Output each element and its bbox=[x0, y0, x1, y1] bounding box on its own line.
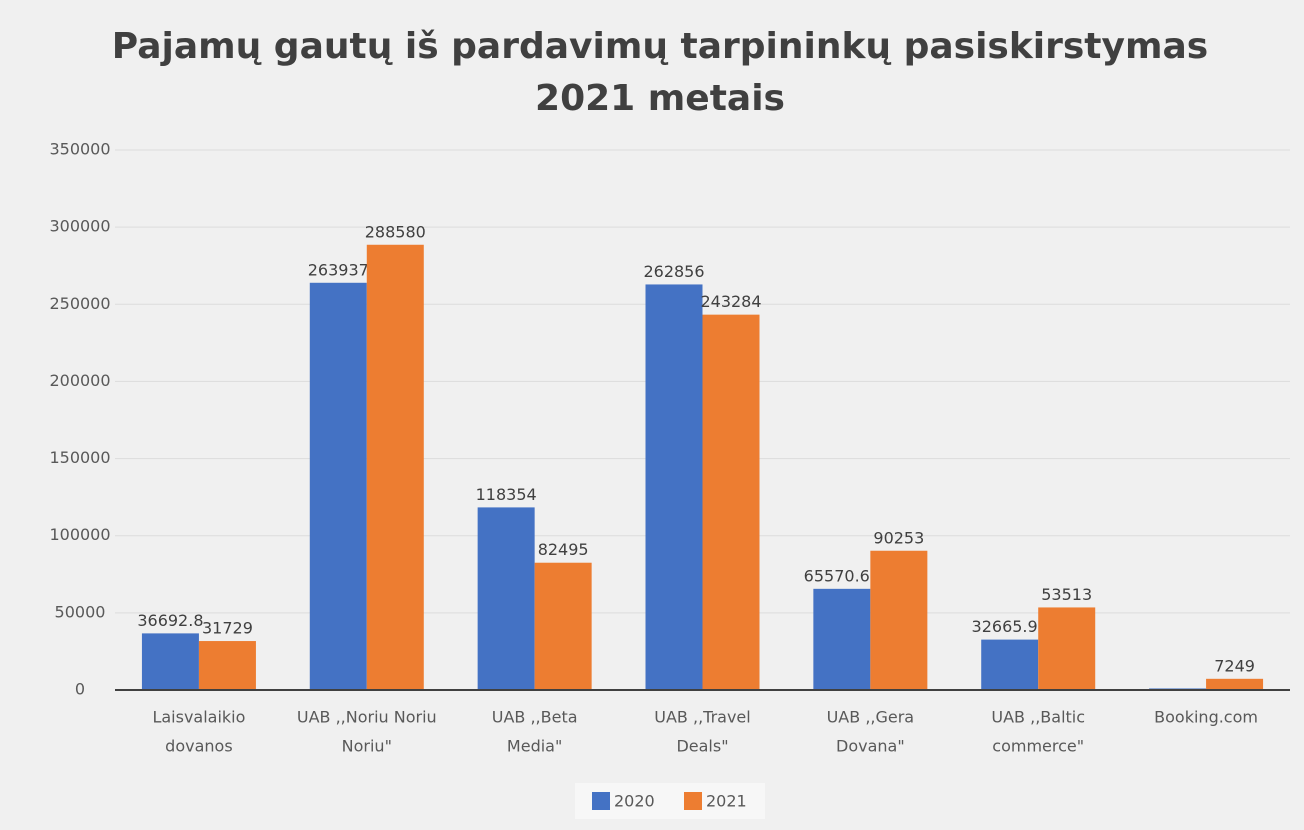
x-tick-label: Media" bbox=[507, 737, 562, 756]
x-tick-label: Dovana" bbox=[836, 737, 905, 756]
data-label: 263937 bbox=[308, 260, 369, 279]
data-label: 65570.65 bbox=[804, 566, 880, 585]
y-tick-label: 300000 bbox=[49, 217, 110, 236]
bar bbox=[366, 244, 424, 691]
bar bbox=[702, 314, 760, 690]
y-tick-label: 150000 bbox=[49, 448, 110, 467]
y-tick-label: 350000 bbox=[49, 140, 110, 159]
data-label: 31729 bbox=[202, 619, 253, 638]
x-tick-label: UAB ,,Travel bbox=[654, 708, 750, 727]
data-label: 53513 bbox=[1041, 585, 1092, 604]
data-label: 288580 bbox=[365, 222, 426, 241]
bar bbox=[645, 284, 703, 690]
bar bbox=[813, 588, 871, 690]
bar bbox=[1038, 607, 1096, 690]
bar bbox=[870, 550, 928, 690]
legend-swatch bbox=[684, 792, 702, 810]
bar bbox=[477, 507, 535, 690]
y-tick-label: 100000 bbox=[49, 525, 110, 544]
chart-title: 2021 metais bbox=[535, 78, 785, 119]
data-label: 36692.8 bbox=[137, 611, 203, 630]
x-tick-label: commerce" bbox=[992, 737, 1084, 756]
bar bbox=[534, 562, 592, 690]
x-tick-label: Booking.com bbox=[1154, 708, 1258, 727]
data-label: 90253 bbox=[873, 528, 924, 547]
y-tick-label: 0 bbox=[75, 680, 85, 699]
y-tick-label: 50000 bbox=[55, 602, 106, 621]
bar bbox=[981, 639, 1039, 690]
data-label: 243284 bbox=[700, 292, 761, 311]
data-label: 118354 bbox=[476, 485, 537, 504]
chart-title: Pajamų gautų iš pardavimų tarpininkų pas… bbox=[112, 26, 1208, 67]
x-tick-label: UAB ,,Gera bbox=[827, 708, 915, 727]
bar bbox=[1206, 678, 1264, 690]
legend-swatch bbox=[592, 792, 610, 810]
data-label: 262856 bbox=[643, 262, 704, 281]
y-tick-label: 250000 bbox=[49, 294, 110, 313]
data-label: 82495 bbox=[538, 540, 589, 559]
y-tick-label: 200000 bbox=[49, 371, 110, 390]
bar bbox=[198, 641, 256, 690]
x-tick-label: UAB ,,Baltic bbox=[991, 708, 1085, 727]
x-tick-label: Laisvalaikio bbox=[152, 708, 245, 727]
x-tick-label: Noriu" bbox=[342, 737, 392, 756]
x-tick-label: dovanos bbox=[165, 737, 232, 756]
bar bbox=[309, 282, 367, 690]
x-tick-label: Deals" bbox=[676, 737, 728, 756]
data-label: 32665.97 bbox=[972, 617, 1048, 636]
data-label: 7249 bbox=[1214, 656, 1255, 675]
legend-label: 2021 bbox=[706, 792, 747, 811]
legend-label: 2020 bbox=[614, 792, 655, 811]
x-tick-label: UAB ,,Beta bbox=[492, 708, 578, 727]
x-tick-label: UAB ,,Noriu Noriu bbox=[297, 708, 437, 727]
bar bbox=[141, 633, 199, 690]
